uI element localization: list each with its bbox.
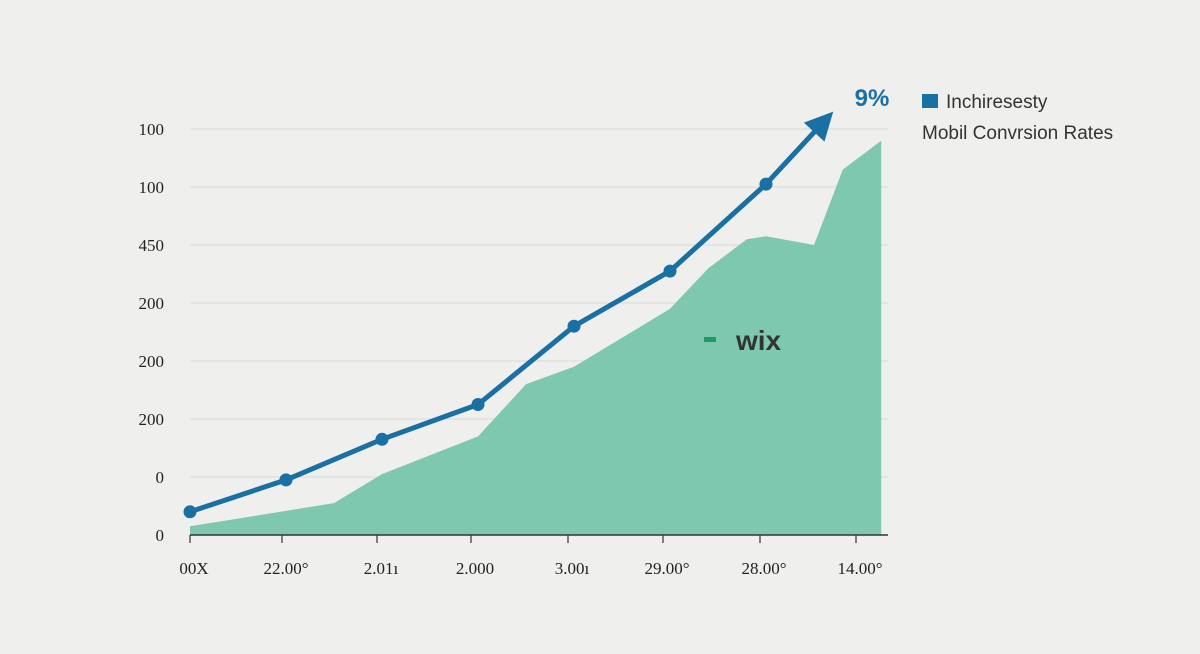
- area-fill: [190, 140, 882, 535]
- x-tick-label: 2.01ı: [364, 559, 399, 578]
- x-tick-label: 00X: [179, 559, 208, 578]
- data-point: [183, 505, 197, 519]
- y-tick-label: 450: [139, 236, 165, 255]
- legend: Inchiresesty Mobil Convrsion Rates: [922, 92, 1113, 144]
- x-axis-ticks: 00X 22.00° 2.01ı 2.000 3.00ı 29.00° 28.00° 14.0…: [179, 535, 883, 578]
- series-line: [187, 120, 825, 515]
- legend-swatch: [922, 94, 938, 108]
- x-tick-label: 2.000: [456, 559, 494, 578]
- x-tick-label: 14.00°: [837, 559, 882, 578]
- y-axis-ticks: 0 0 200 200 200 450 100 100: [139, 120, 165, 545]
- grid-lines: [190, 128, 888, 478]
- x-tick-label: 3.00ı: [555, 559, 590, 578]
- y-tick-label: 100: [139, 120, 165, 139]
- line-series: [183, 111, 834, 519]
- x-tick-label: 28.00°: [741, 559, 786, 578]
- data-point: [759, 177, 773, 191]
- y-tick-label: 200: [139, 352, 165, 371]
- data-point: [279, 473, 293, 487]
- y-tick-label: 0: [156, 526, 165, 545]
- x-tick-label: 29.00°: [644, 559, 689, 578]
- data-point: [471, 398, 485, 411]
- arrow-head: [803, 111, 834, 142]
- logo-text: wix: [735, 325, 782, 356]
- area-series: [190, 140, 882, 535]
- legend-label-1: Inchiresesty: [946, 92, 1048, 113]
- x-tick-label: 22.00°: [263, 559, 308, 578]
- y-tick-label: 200: [139, 410, 165, 429]
- wix-logo: wix: [704, 325, 782, 356]
- legend-label-2: Mobil Convrsion Rates: [922, 123, 1113, 144]
- data-point: [663, 264, 677, 278]
- data-point: [567, 319, 581, 333]
- percent-annotation: 9%: [855, 85, 890, 112]
- y-tick-label: 100: [139, 178, 165, 197]
- y-tick-label: 200: [139, 294, 165, 313]
- y-tick-label: 0: [156, 468, 165, 487]
- logo-mark: [704, 337, 716, 342]
- data-point: [375, 432, 389, 446]
